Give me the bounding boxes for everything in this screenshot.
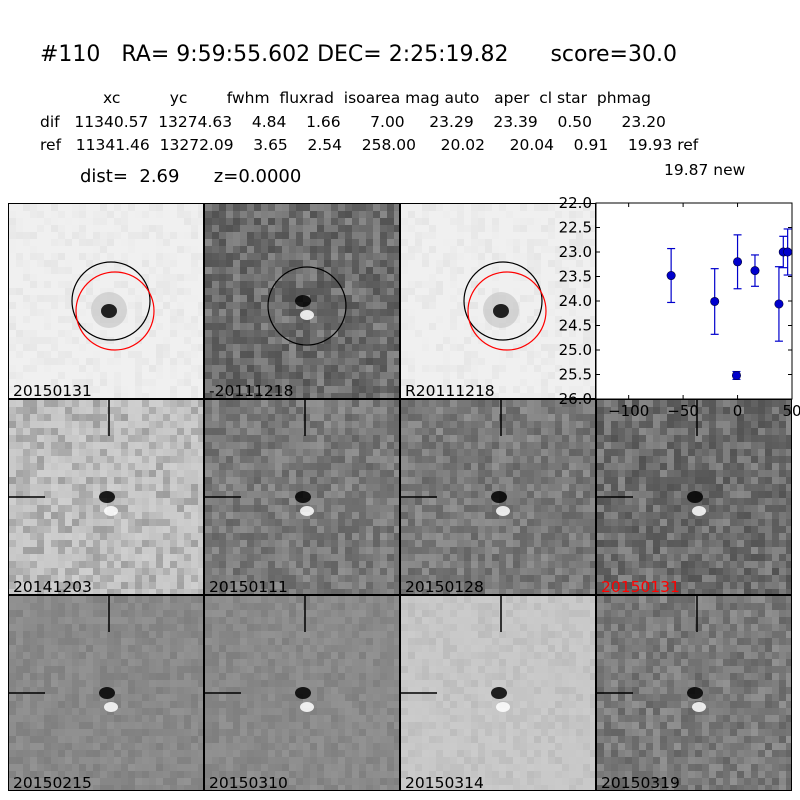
distance-redshift-line: dist= 2.69 z=0.0000 xyxy=(80,166,302,187)
stamp-date-label: 20150215 xyxy=(13,774,92,791)
stamp-date-label: 20150131 xyxy=(13,382,92,399)
plot-frame xyxy=(595,202,793,400)
stamp-date-label: 20150111 xyxy=(209,578,288,595)
stats-new-row: 19.87 new xyxy=(664,161,746,179)
y-tick-label: 24.0 xyxy=(559,292,592,310)
data-point xyxy=(733,257,743,267)
stamp-image xyxy=(205,400,399,594)
data-point xyxy=(774,299,784,309)
y-tick-label: 22.0 xyxy=(559,195,592,212)
stamp-image xyxy=(597,400,791,594)
stamp-date-label: 20150314 xyxy=(405,774,484,791)
page-title: #110 RA= 9:59:55.602 DEC= 2:25:19.82 sco… xyxy=(40,42,677,67)
x-tick-label: 0 xyxy=(733,402,743,420)
stamp-panel: 20150128 xyxy=(400,399,596,595)
y-tick-label: 22.5 xyxy=(559,219,592,237)
y-tick-label: 26.0 xyxy=(559,390,592,408)
stamp-panel: 20150131 xyxy=(596,399,792,595)
stamp-image xyxy=(205,596,399,790)
stamp-image xyxy=(429,204,583,351)
stamp-panel: 20150131 xyxy=(8,203,204,399)
stamp-image xyxy=(401,400,595,594)
y-tick-label: 23.0 xyxy=(559,243,592,261)
x-tick-label: −50 xyxy=(667,402,699,420)
light-curve-chart: 22.0 22.5 23.0 23.5 24.0 24.5 25.0 25.5 26.0 −100… xyxy=(559,195,800,420)
data-point xyxy=(750,266,760,276)
stamp-image xyxy=(205,204,399,398)
stamp-date-label: 20150128 xyxy=(405,578,484,595)
new-aperture-circle xyxy=(467,271,547,351)
stamp-date-label: 20141203 xyxy=(13,578,92,595)
reference-aperture-circle xyxy=(71,261,151,341)
stamp-panel: 20150314 xyxy=(400,595,596,791)
stamp-image xyxy=(16,232,184,365)
stamp-panel: 20150215 xyxy=(8,595,204,791)
new-aperture-circle xyxy=(75,271,155,351)
stats-ref-row: ref 11341.46 13272.09 3.65 2.54 258.00 2… xyxy=(40,136,699,154)
data-point xyxy=(666,271,676,281)
y-tick-label: 23.5 xyxy=(559,268,592,286)
stamp-date-label: -20111218 xyxy=(209,382,294,399)
stamp-date-label: 20150310 xyxy=(209,774,288,791)
stamp-panel: 20141203 xyxy=(8,399,204,595)
stamp-image xyxy=(9,400,203,594)
reference-aperture-circle xyxy=(463,261,543,341)
data-point xyxy=(731,370,741,380)
stamp-date-label: 20150319 xyxy=(601,774,680,791)
y-tick-label: 25.5 xyxy=(559,366,592,384)
stamp-panel: 20150319 xyxy=(596,595,792,791)
stamp-panel: 20150310 xyxy=(204,595,400,791)
data-point xyxy=(710,296,720,306)
stamp-image xyxy=(401,596,595,790)
stamp-image xyxy=(597,596,791,790)
stamp-panel: -20111218 xyxy=(204,203,400,399)
y-tick-label: 24.5 xyxy=(559,317,592,335)
aperture-circle xyxy=(267,266,347,346)
y-tick-label: 25.0 xyxy=(559,341,592,359)
data-point xyxy=(783,247,793,257)
stamp-date-label: R20111218 xyxy=(405,382,495,399)
stamp-panel: R20111218 xyxy=(400,203,596,399)
stats-header-row: xc yc fwhm fluxrad isoarea mag auto aper… xyxy=(103,89,651,107)
x-tick-label: −100 xyxy=(608,402,649,420)
stamp-image xyxy=(9,596,203,790)
stats-dif-row: dif 11340.57 13274.63 4.84 1.66 7.00 23.… xyxy=(40,113,666,131)
stamp-panel: 20150111 xyxy=(204,399,400,595)
x-tick-label: 50 xyxy=(782,402,800,420)
stamp-date-label: 20150131 xyxy=(601,578,680,595)
